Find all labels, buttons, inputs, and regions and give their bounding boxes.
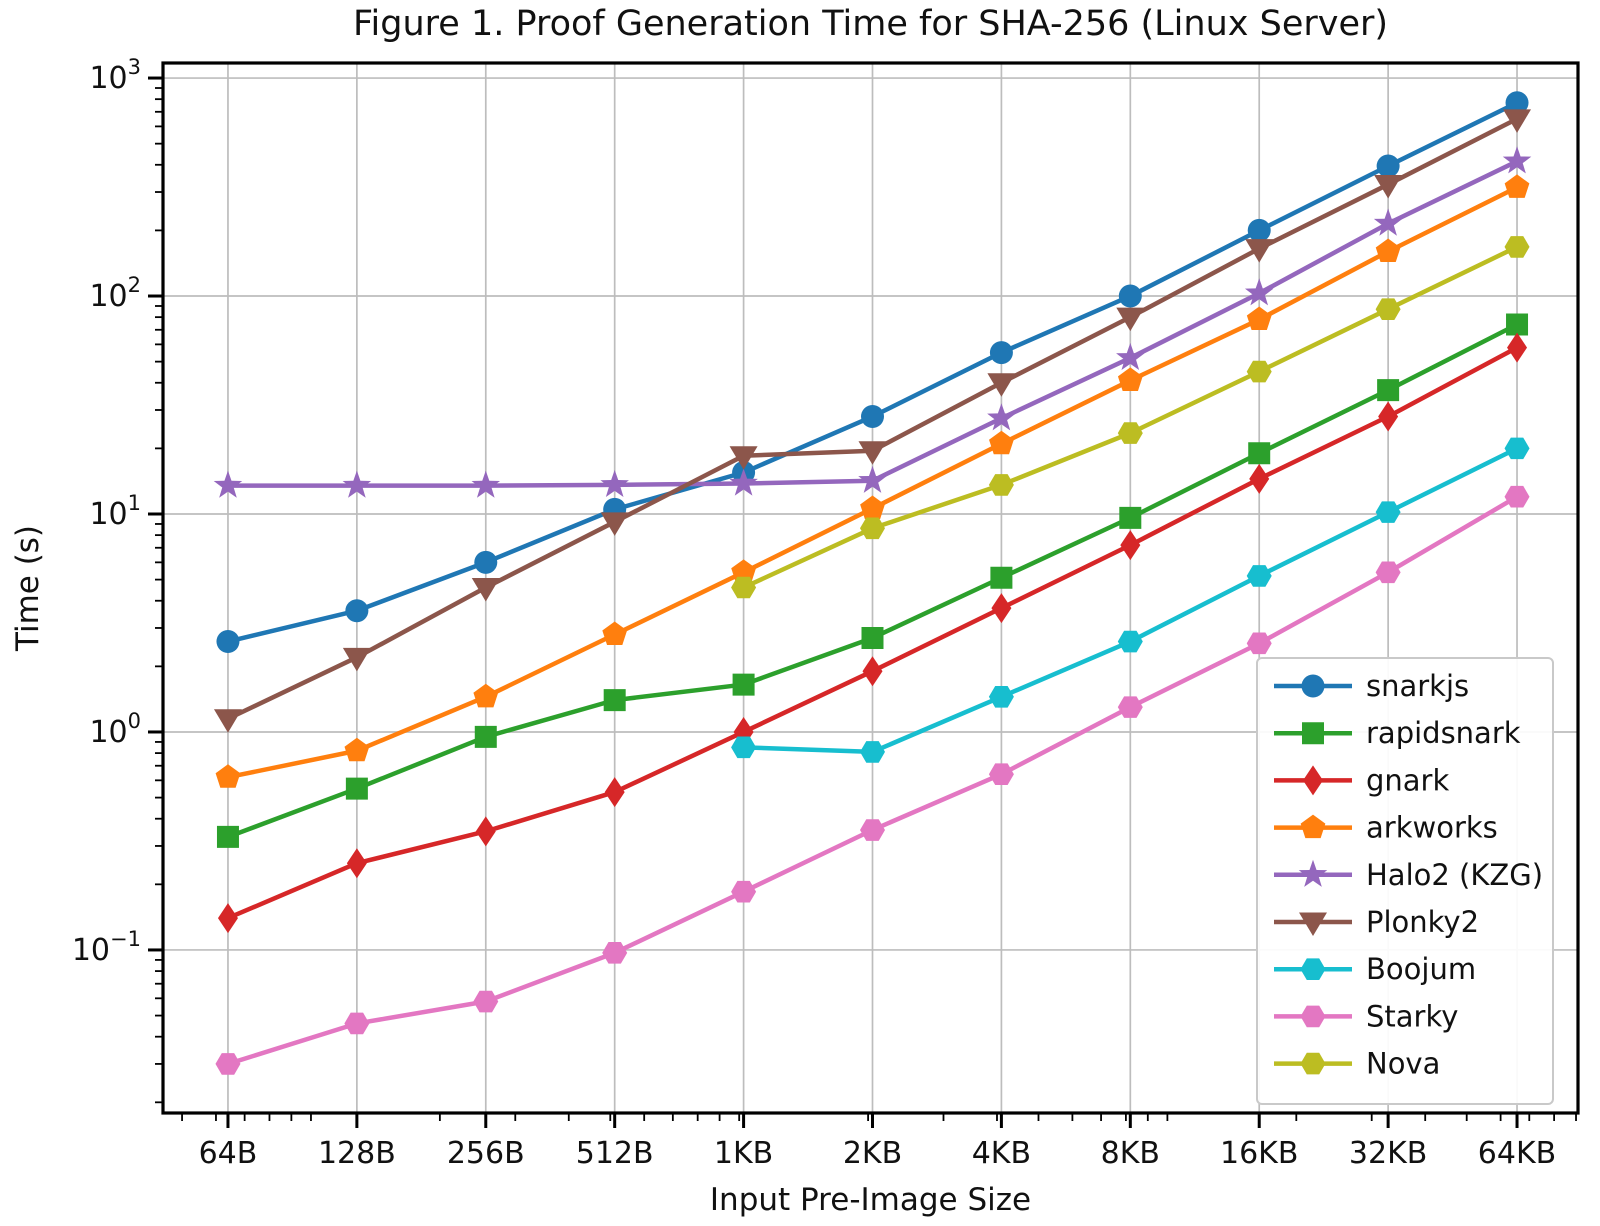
- legend-label: gnark: [1366, 763, 1449, 797]
- x-tick-label: 2KB: [843, 1136, 902, 1171]
- series-nova: [731, 236, 1530, 599]
- x-tick-label: 4KB: [972, 1136, 1031, 1171]
- legend-label: rapidsnark: [1366, 716, 1521, 750]
- series-halo2-kzg: [213, 146, 1532, 498]
- y-tick-label: 100: [89, 709, 141, 750]
- x-axis-label: Input Pre-Image Size: [710, 1182, 1031, 1218]
- legend-label: Plonky2: [1366, 905, 1479, 939]
- x-tick-label: 64B: [199, 1136, 258, 1171]
- legend-label: Nova: [1366, 1047, 1440, 1081]
- legend-item-boojum: Boojum: [1274, 952, 1476, 986]
- legend-item-snarkjs: snarkjs: [1274, 669, 1469, 703]
- series-arkworks: [215, 174, 1530, 788]
- x-tick-label: 8KB: [1101, 1136, 1160, 1171]
- legend-label: Boojum: [1366, 952, 1476, 986]
- legend-item-plonky2: Plonky2: [1274, 905, 1479, 939]
- legend-label: Halo2 (KZG): [1366, 858, 1543, 892]
- legend-item-gnark: gnark: [1274, 763, 1449, 797]
- y-tick-label: 101: [89, 491, 141, 532]
- legend-label: arkworks: [1366, 811, 1498, 845]
- series-rapidsnark: [216, 313, 1529, 848]
- x-tick-label: 16KB: [1220, 1136, 1298, 1171]
- legend: snarkjs rapidsnark gnark arkworks Halo2 (KZG…: [1256, 657, 1554, 1105]
- x-tick-label: 1KB: [714, 1136, 773, 1171]
- chart-title: Figure 1. Proof Generation Time for SHA-…: [352, 4, 1389, 44]
- series-starky: [215, 485, 1530, 1075]
- x-tick-label: 128B: [318, 1136, 396, 1171]
- legend-item-halo2-kzg: Halo2 (KZG): [1274, 858, 1543, 892]
- x-tick-label: 64KB: [1478, 1136, 1556, 1171]
- series-gnark: [217, 332, 1528, 934]
- y-tick-label: 10−1: [72, 927, 141, 968]
- plot-frame: [161, 61, 1580, 1115]
- y-axis-label: Time (s): [10, 525, 46, 652]
- series-snarkjs: [216, 91, 1529, 654]
- x-tick-label: 512B: [576, 1136, 654, 1171]
- legend-item-starky: Starky: [1274, 999, 1458, 1033]
- x-tick-label: 32KB: [1349, 1136, 1427, 1171]
- legend-item-arkworks: arkworks: [1274, 811, 1498, 845]
- legend-label: snarkjs: [1366, 669, 1469, 703]
- x-axis: 64B 128B 256B 512B 1KB 2KB 4KB 8KB 16KB 32KB 64KB I…: [181, 1113, 1577, 1218]
- series-plonky2: [213, 109, 1532, 733]
- legend-item-nova: Nova: [1274, 1047, 1440, 1081]
- legend-label: Starky: [1366, 999, 1458, 1033]
- y-tick-label: 103: [89, 55, 141, 96]
- y-tick-label: 102: [89, 273, 141, 314]
- series-boojum: [731, 437, 1530, 763]
- x-tick-label: 256B: [447, 1136, 525, 1171]
- y-axis: 10−1 100 101 102 103 Time (s): [10, 55, 163, 1104]
- legend-item-rapidsnark: rapidsnark: [1274, 716, 1521, 750]
